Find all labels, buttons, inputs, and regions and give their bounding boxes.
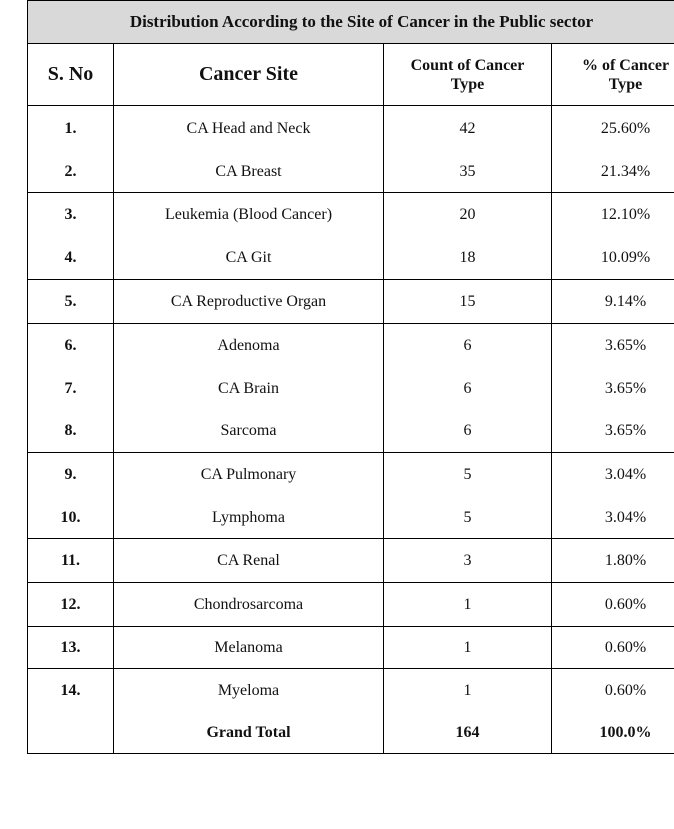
row-site: CA Renal — [113, 538, 384, 583]
row-count: 6 — [383, 323, 552, 367]
total-count: 164 — [383, 713, 552, 754]
row-count: 5 — [383, 497, 552, 539]
row-pct: 1.80% — [551, 538, 674, 583]
row-count: 3 — [383, 538, 552, 583]
row-sno: 1. — [27, 105, 114, 151]
row-count: 1 — [383, 668, 552, 713]
row-sno: 9. — [27, 452, 114, 497]
cancer-site-table: Distribution According to the Site of Ca… — [27, 0, 674, 754]
row-site: Melanoma — [113, 626, 384, 669]
row-site: CA Brain — [113, 367, 384, 410]
table-row: 9. CA Pulmonary 5 3.04% — [27, 452, 674, 497]
row-count: 20 — [383, 192, 552, 237]
row-site: CA Head and Neck — [113, 105, 384, 151]
row-count: 1 — [383, 626, 552, 669]
table-row: 6. Adenoma 6 3.65% — [27, 323, 674, 367]
row-pct: 3.65% — [551, 410, 674, 453]
row-site: CA Git — [113, 237, 384, 280]
row-sno: 5. — [27, 279, 114, 324]
header-row: S. No Cancer Site Count of Cancer Type %… — [27, 43, 674, 106]
table-row: 1. CA Head and Neck 42 25.60% — [27, 105, 674, 151]
row-pct: 25.60% — [551, 105, 674, 151]
row-site: Chondrosarcoma — [113, 582, 384, 627]
header-site: Cancer Site — [113, 43, 384, 106]
table-row: 14. Myeloma 1 0.60% — [27, 668, 674, 713]
table-row: 5. CA Reproductive Organ 15 9.14% — [27, 279, 674, 324]
row-count: 5 — [383, 452, 552, 497]
row-site: CA Reproductive Organ — [113, 279, 384, 324]
row-site: Adenoma — [113, 323, 384, 367]
row-pct: 10.09% — [551, 237, 674, 280]
row-count: 42 — [383, 105, 552, 151]
row-count: 6 — [383, 410, 552, 453]
row-sno: 7. — [27, 367, 114, 410]
table-row: 13. Melanoma 1 0.60% — [27, 626, 674, 669]
row-site: CA Breast — [113, 151, 384, 193]
row-pct: 0.60% — [551, 626, 674, 669]
row-site: CA Pulmonary — [113, 452, 384, 497]
row-pct: 3.65% — [551, 323, 674, 367]
header-pct: % of Cancer Type — [551, 43, 674, 106]
row-sno: 2. — [27, 151, 114, 193]
row-site: Sarcoma — [113, 410, 384, 453]
row-sno: 4. — [27, 237, 114, 280]
header-count: Count of Cancer Type — [383, 43, 552, 106]
table-row: 3. Leukemia (Blood Cancer) 20 12.10% — [27, 192, 674, 237]
total-sno-empty — [27, 713, 114, 754]
table-title-row: Distribution According to the Site of Ca… — [27, 0, 674, 44]
row-count: 1 — [383, 582, 552, 627]
row-site: Leukemia (Blood Cancer) — [113, 192, 384, 237]
row-pct: 3.04% — [551, 452, 674, 497]
row-sno: 3. — [27, 192, 114, 237]
table-row: 2. CA Breast 35 21.34% — [27, 151, 674, 193]
table-row: 11. CA Renal 3 1.80% — [27, 538, 674, 583]
row-count: 18 — [383, 237, 552, 280]
row-pct: 3.65% — [551, 367, 674, 410]
grand-total-row: Grand Total 164 100.0% — [27, 713, 674, 754]
table-row: 12. Chondrosarcoma 1 0.60% — [27, 582, 674, 627]
table-title: Distribution According to the Site of Ca… — [27, 0, 674, 44]
table-row: 10. Lymphoma 5 3.04% — [27, 497, 674, 539]
table-row: 8. Sarcoma 6 3.65% — [27, 410, 674, 453]
row-pct: 9.14% — [551, 279, 674, 324]
row-pct: 0.60% — [551, 582, 674, 627]
header-sno: S. No — [27, 43, 114, 106]
row-count: 35 — [383, 151, 552, 193]
row-sno: 10. — [27, 497, 114, 539]
total-label: Grand Total — [113, 713, 384, 754]
row-sno: 8. — [27, 410, 114, 453]
row-pct: 21.34% — [551, 151, 674, 193]
row-pct: 0.60% — [551, 668, 674, 713]
table-row: 4. CA Git 18 10.09% — [27, 237, 674, 280]
table-row: 7. CA Brain 6 3.65% — [27, 367, 674, 410]
row-sno: 13. — [27, 626, 114, 669]
row-sno: 6. — [27, 323, 114, 367]
total-pct: 100.0% — [551, 713, 674, 754]
row-pct: 3.04% — [551, 497, 674, 539]
row-site: Lymphoma — [113, 497, 384, 539]
row-site: Myeloma — [113, 668, 384, 713]
row-count: 6 — [383, 367, 552, 410]
row-pct: 12.10% — [551, 192, 674, 237]
row-count: 15 — [383, 279, 552, 324]
distribution-table-container: Distribution According to the Site of Ca… — [27, 0, 674, 754]
row-sno: 12. — [27, 582, 114, 627]
row-sno: 14. — [27, 668, 114, 713]
row-sno: 11. — [27, 538, 114, 583]
